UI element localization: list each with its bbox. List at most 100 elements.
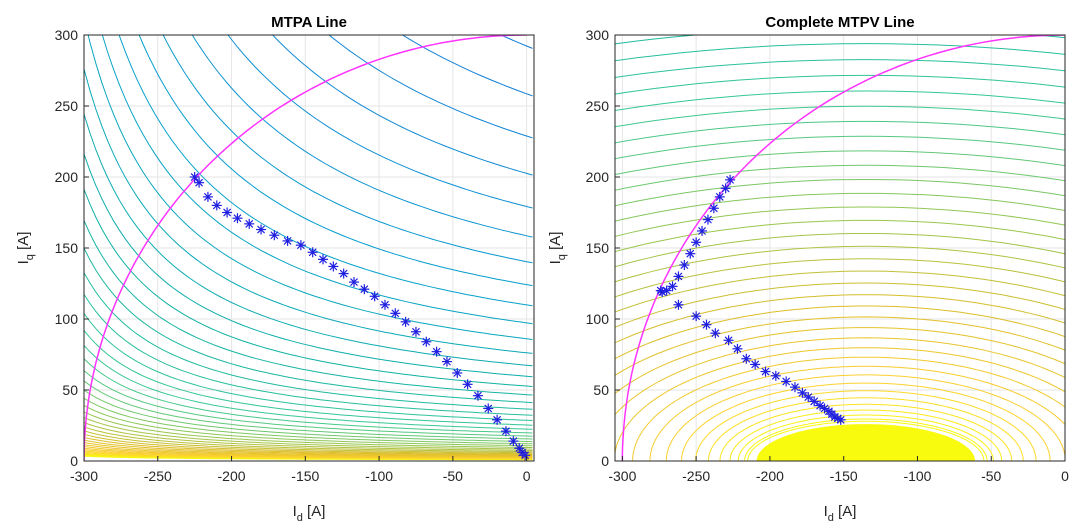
data-point-star [244, 218, 255, 229]
x-axis-label: Id [A] [293, 503, 326, 524]
contour-line [0, 0, 1080, 461]
contour-line [615, 43, 1065, 62]
y-axis-label: Iq [A] [15, 232, 36, 265]
contour-line [615, 316, 1065, 376]
contour-line [615, 59, 1065, 78]
contour-line [615, 327, 1065, 395]
y-tick-label: 100 [586, 311, 610, 327]
contour-line [615, 74, 1065, 95]
x-tick-label: -250 [144, 468, 172, 484]
data-point-star [714, 191, 725, 202]
contour-line [0, 0, 1080, 461]
y-tick-label: 50 [593, 382, 609, 398]
contour-line [0, 0, 1080, 461]
data-point-star [349, 277, 359, 288]
current-limit-circle [84, 35, 527, 461]
contour-line [615, 178, 1065, 207]
data-point-star [390, 308, 401, 319]
data-point-star [269, 230, 280, 241]
data-point-star [760, 366, 771, 377]
data-point-star [679, 260, 690, 271]
contour-line [649, 365, 1065, 461]
y-axis-unit: [A] [547, 232, 564, 255]
contour-line [0, 0, 1080, 461]
current-limit-circle [621, 35, 1065, 461]
contour-line [615, 258, 1065, 298]
y-tick-label: 200 [55, 169, 79, 185]
data-point-star [697, 225, 708, 236]
data-point-star [790, 382, 800, 393]
contour-line [0, 0, 1080, 461]
contour-line [84, 426, 533, 453]
contour-line [615, 219, 1065, 253]
contour-line [271, 35, 533, 176]
data-point-star [508, 436, 519, 447]
contour-line [84, 436, 533, 455]
contour-line [0, 0, 1080, 461]
contour-line [191, 35, 533, 238]
data-point-star [667, 281, 678, 292]
data-point-star [701, 319, 712, 330]
contour-line [84, 433, 533, 455]
data-point-star [318, 254, 329, 265]
contour-line [84, 313, 533, 421]
contour-line [0, 0, 1080, 461]
contour-line [118, 35, 533, 307]
contour-line [615, 245, 1065, 283]
y-tick-label: 0 [70, 453, 78, 469]
data-point-star [256, 224, 267, 235]
contour-line [84, 422, 533, 451]
contour-line [615, 270, 1065, 313]
data-point-star [710, 328, 721, 339]
circle-arc [84, 35, 527, 461]
y-tick-label: 250 [55, 98, 79, 114]
contour-line [0, 0, 1080, 461]
data-point-star [691, 237, 702, 248]
x-tick-label: -100 [903, 468, 931, 484]
x-tick-label: -300 [608, 468, 636, 484]
x-axis-unit: [A] [303, 503, 326, 520]
y-tick-label: 150 [55, 240, 79, 256]
contour-line [0, 11, 1080, 461]
contour-line [0, 0, 1080, 461]
contour-line [0, 0, 1080, 461]
data-point-star [410, 326, 421, 337]
data-point-star [421, 336, 432, 347]
data-point-star [452, 367, 463, 378]
contour-line [0, 0, 1080, 461]
x-tick-label: 0 [1061, 468, 1069, 484]
contour-line [84, 189, 533, 387]
data-point-star [369, 291, 380, 302]
contour-line [737, 414, 994, 461]
x-axis-symbol: I [824, 503, 828, 520]
contour-line [84, 442, 533, 457]
contour-line [328, 35, 533, 139]
data-point-star [685, 248, 696, 259]
contour-line [681, 382, 1051, 461]
contour-line [0, 0, 1080, 461]
contour-line [615, 337, 1065, 416]
y-tick-label: 300 [586, 27, 610, 43]
contour-line [632, 356, 1065, 461]
contour-line [615, 135, 1065, 160]
contour-line [729, 409, 1003, 461]
x-tick-label: -150 [291, 468, 319, 484]
contour-line [0, 0, 1080, 461]
contour-line [615, 150, 1065, 176]
contour-line [84, 380, 533, 440]
contour-line [615, 305, 1065, 360]
contour-line [84, 345, 533, 430]
contour-line [84, 439, 533, 456]
y-tick-label: 300 [55, 27, 79, 43]
data-point-star [307, 247, 318, 258]
y-tick-label: 0 [601, 453, 609, 469]
y-axis-label: Iq [A] [547, 232, 568, 265]
contour-line [84, 444, 533, 457]
contour-line [708, 397, 1024, 461]
contour-line [0, 0, 1080, 461]
contour-line [615, 206, 1065, 237]
contour-line [0, 0, 1080, 461]
contour-line [84, 417, 533, 450]
contour-line [615, 233, 1065, 268]
data-point-star [673, 271, 684, 282]
